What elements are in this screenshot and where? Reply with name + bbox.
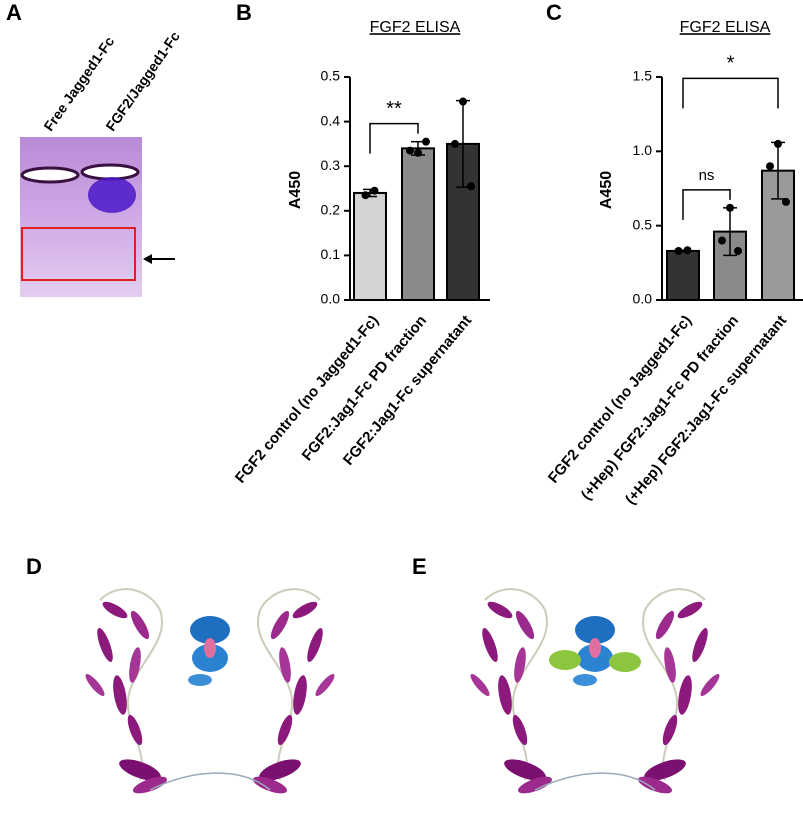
structure [466, 588, 724, 798]
bar [666, 249, 700, 302]
data-point [414, 148, 422, 157]
data-point [467, 182, 475, 191]
data-point [683, 246, 692, 255]
significance-label: ** [386, 98, 402, 120]
bar [401, 147, 435, 301]
gel-band [88, 177, 136, 213]
gel-well [20, 166, 80, 184]
y-tick-label: 0.3 [321, 157, 341, 173]
y-tick-label: 1.5 [633, 68, 653, 84]
significance-bracket [369, 122, 419, 154]
gel-image [20, 137, 142, 297]
data-point [718, 236, 726, 245]
chart-title: FGF2 ELISA [370, 19, 461, 36]
y-axis-label: A450 [598, 171, 615, 209]
chart-title: FGF2 ELISA [680, 19, 771, 36]
data-point [459, 97, 467, 106]
y-tick-label: 0.1 [321, 246, 341, 262]
highlight-box [21, 227, 136, 281]
significance-bracket [682, 77, 779, 109]
y-tick-label: 0.2 [321, 202, 341, 218]
y-tick-label: 0.4 [321, 112, 341, 128]
y-tick-label: 0.0 [633, 291, 653, 307]
significance-label: ns [699, 167, 715, 184]
y-tick-label: 1.0 [633, 142, 653, 158]
arrow-head [143, 254, 152, 264]
data-point [361, 191, 370, 200]
data-point [406, 146, 414, 155]
panel-label: C [546, 0, 562, 25]
y-tick-label: 0.5 [321, 68, 341, 84]
data-point [774, 139, 782, 148]
panel-label: D [26, 554, 42, 579]
data-point [451, 139, 459, 148]
data-point [734, 246, 742, 255]
significance-label: * [727, 53, 735, 75]
data-point [782, 197, 790, 206]
data-point [726, 203, 734, 212]
y-tick-label: 0.5 [633, 216, 653, 232]
significance-bracket [682, 189, 731, 220]
gel-well [80, 163, 140, 181]
panel-label: A [6, 0, 22, 25]
bar [353, 191, 387, 302]
panel-label: B [236, 0, 252, 25]
y-tick-label: 0.0 [321, 291, 341, 307]
data-point [422, 137, 430, 146]
data-point [370, 186, 379, 195]
structure [81, 588, 339, 798]
data-point [766, 162, 774, 171]
y-axis-label: A450 [287, 171, 304, 209]
panel-label: E [412, 554, 427, 579]
data-point [674, 246, 683, 255]
